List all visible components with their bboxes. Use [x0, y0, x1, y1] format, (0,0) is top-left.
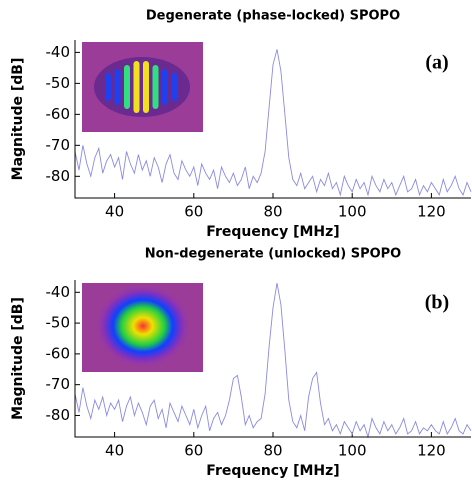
x-axis-label: Frequency [MHz] — [206, 463, 339, 479]
inset-fringe — [162, 69, 168, 105]
spectrum-line — [74, 283, 472, 439]
x-axis-label: Frequency [MHz] — [206, 224, 339, 240]
x-tick-label: 80 — [263, 203, 282, 221]
x-tick-label: 100 — [338, 442, 367, 460]
inset-fringe — [105, 73, 111, 101]
x-tick-label: 60 — [184, 442, 203, 460]
x-tick-label: 60 — [184, 203, 203, 221]
subplot: Degenerate (phase-locked) SPOPO Frequency… — [10, 9, 472, 240]
inset-fringe — [152, 65, 159, 109]
x-tick-label: 40 — [105, 442, 124, 460]
inset-spot — [95, 284, 191, 368]
y-tick-label: -60 — [46, 344, 71, 362]
x-tick-label: 80 — [263, 442, 282, 460]
x-tick-label: 100 — [338, 203, 367, 221]
panel-label: (b) — [425, 292, 449, 314]
x-tick-label: 40 — [105, 203, 124, 221]
y-tick-label: -80 — [46, 167, 71, 185]
y-tick-label: -50 — [46, 314, 71, 332]
inset-fringe — [171, 73, 178, 101]
x-tick-label: 120 — [417, 442, 446, 460]
y-tick-label: -50 — [46, 74, 71, 92]
y-tick-label: -70 — [46, 375, 71, 393]
chart-title: Degenerate (phase-locked) SPOPO — [146, 9, 400, 24]
y-tick-label: -70 — [46, 136, 71, 154]
subplot: Non-degenerate (unlocked) SPOPO Frequency… — [10, 247, 472, 479]
inset-fringe — [124, 65, 130, 109]
chart-title: Non-degenerate (unlocked) SPOPO — [145, 247, 401, 262]
axes-frame — [74, 40, 471, 199]
y-tick-label: -40 — [46, 283, 71, 301]
y-tick-label: -60 — [46, 105, 71, 123]
panel-label: (a) — [425, 52, 448, 74]
inset-fringe — [133, 61, 140, 113]
x-tick-label: 120 — [417, 203, 446, 221]
inset-fringe — [114, 69, 121, 105]
spectrum-line — [74, 49, 472, 197]
axes-frame — [74, 280, 471, 438]
inset-fringe — [143, 61, 149, 113]
y-tick-label: -80 — [46, 406, 71, 424]
y-tick-label: -40 — [46, 43, 71, 61]
y-axis-label: Magnitude [dB] — [10, 58, 26, 181]
y-axis-label: Magnitude [dB] — [10, 297, 26, 420]
